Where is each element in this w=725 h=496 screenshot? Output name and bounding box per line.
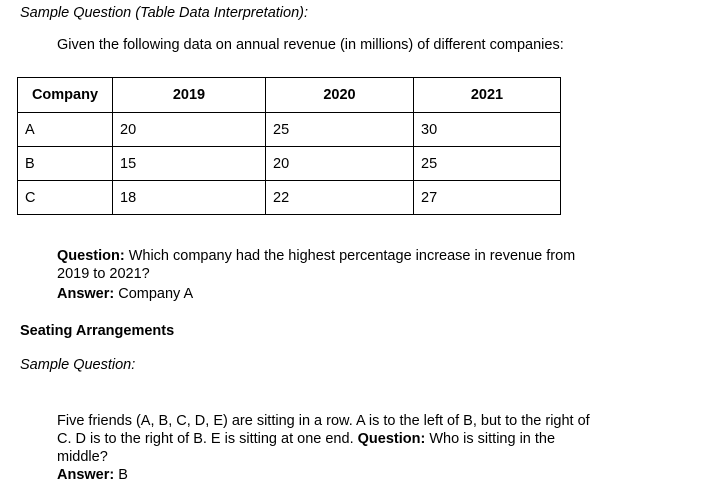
seating-text-before: Five friends (A, B, C, D, E) are sitting… bbox=[57, 413, 590, 447]
table-header-row: Company 2019 2020 2021 bbox=[17, 77, 561, 113]
header-company: Company bbox=[17, 77, 113, 113]
answer1-label: Answer: bbox=[57, 286, 115, 302]
sample-question-table-heading: Sample Question (Table Data Interpretati… bbox=[20, 5, 309, 21]
answer1-paragraph: Answer: Company A bbox=[57, 285, 193, 303]
cell-company: A bbox=[17, 112, 113, 147]
sample-question-seating-heading: Sample Question: bbox=[20, 357, 136, 373]
cell-2019: 18 bbox=[112, 180, 266, 215]
cell-2020: 22 bbox=[265, 180, 414, 215]
table-row: A 20 25 30 bbox=[17, 112, 561, 147]
header-2021: 2021 bbox=[413, 77, 561, 113]
answer2-paragraph: Answer: B bbox=[57, 466, 128, 484]
answer2-text: B bbox=[114, 467, 128, 483]
cell-company: B bbox=[17, 146, 113, 181]
question1-text: Which company had the highest percentage… bbox=[57, 248, 576, 282]
table-row: B 15 20 25 bbox=[17, 146, 561, 181]
cell-2019: 20 bbox=[112, 112, 266, 147]
cell-2020: 20 bbox=[265, 146, 414, 181]
seating-paragraph: Five friends (A, B, C, D, E) are sitting… bbox=[57, 394, 637, 466]
cell-2019: 15 bbox=[112, 146, 266, 181]
seating-question-label: Question: bbox=[357, 431, 426, 447]
question1-paragraph: Question: Which company had the highest … bbox=[57, 229, 617, 283]
answer2-label: Answer: bbox=[57, 467, 115, 483]
answer1-text: Company A bbox=[114, 286, 194, 302]
seating-text-after: Who is sitting in the middle? bbox=[57, 431, 556, 465]
revenue-table: Company 2019 2020 2021 A 20 25 30 B 15 2… bbox=[17, 77, 561, 215]
cell-2021: 27 bbox=[413, 180, 561, 215]
seating-arrangements-heading: Seating Arrangements bbox=[20, 323, 175, 339]
question1-label: Question: bbox=[57, 248, 125, 264]
cell-2021: 25 bbox=[413, 146, 561, 181]
cell-2020: 25 bbox=[265, 112, 414, 147]
table-intro-text: Given the following data on annual reven… bbox=[57, 37, 564, 53]
header-2019: 2019 bbox=[112, 77, 266, 113]
table-row: C 18 22 27 bbox=[17, 180, 561, 215]
cell-2021: 30 bbox=[413, 112, 561, 147]
header-2020: 2020 bbox=[265, 77, 414, 113]
cell-company: C bbox=[17, 180, 113, 215]
